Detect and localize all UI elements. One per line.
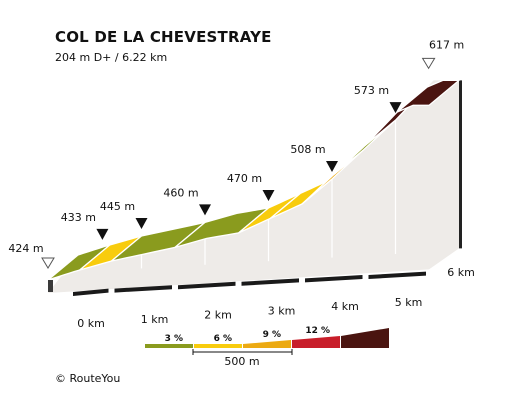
altitude-marker-icon bbox=[135, 217, 148, 229]
base-segment bbox=[73, 288, 109, 296]
altitude-marker-icon bbox=[199, 204, 211, 216]
scale-bar-label: 500 m bbox=[224, 355, 259, 368]
base-segment bbox=[241, 278, 299, 286]
altitude-label: 573 m bbox=[354, 84, 389, 97]
legend-swatch-9pct bbox=[243, 340, 291, 348]
distance-tick-label: 5 km bbox=[395, 296, 423, 309]
legend-label: 12 % bbox=[305, 326, 330, 336]
legend-swatch-3pct bbox=[145, 344, 193, 348]
distance-tick-label: 6 km bbox=[447, 266, 475, 279]
start-marker-icon bbox=[41, 257, 55, 269]
base-segment bbox=[178, 281, 236, 290]
distance-ticks: 0 km 1 km 2 km 3 km 4 km 5 km 6 km bbox=[77, 266, 475, 330]
legend-label: 3 % bbox=[165, 334, 183, 344]
legend-swatch-12pct bbox=[292, 336, 340, 348]
altitude-marker-icon bbox=[96, 228, 109, 240]
profile-top-ribbon bbox=[47, 79, 461, 292]
summit-marker-icon bbox=[421, 57, 436, 70]
distance-tick-label: 3 km bbox=[268, 304, 296, 317]
profile-end-edge bbox=[459, 80, 462, 249]
copyright-credit: © RouteYou bbox=[55, 372, 121, 385]
base-segment bbox=[368, 271, 426, 279]
chart-title: COL DE LA CHEVESTRAYE bbox=[55, 28, 272, 46]
altitude-label: 445 m bbox=[100, 200, 135, 213]
legend-label: 6 % bbox=[214, 334, 232, 344]
altitude-label: 424 m bbox=[8, 242, 43, 255]
base-segment bbox=[114, 285, 172, 293]
chart-subtitle: 204 m D+ / 6.22 km bbox=[55, 51, 168, 64]
profile-start-edge bbox=[48, 280, 53, 292]
base-segment bbox=[305, 275, 363, 283]
distance-tick-label: 2 km bbox=[204, 309, 232, 322]
altitude-label: 433 m bbox=[61, 211, 96, 224]
altitude-marker-icon bbox=[262, 189, 275, 201]
legend-swatch-6pct bbox=[194, 344, 242, 348]
distance-tick-label: 4 km bbox=[331, 300, 359, 313]
legend-swatch-15pct bbox=[341, 328, 389, 348]
profile-base bbox=[73, 271, 426, 296]
distance-tick-label: 1 km bbox=[141, 313, 169, 326]
gradient-segment-summit bbox=[396, 79, 461, 113]
altitude-marker-icon bbox=[326, 160, 338, 172]
altitude-markers: 424 m 433 m 445 m 460 m 470 m 508 m 573 m 617 m bbox=[8, 38, 464, 269]
altitude-label: 460 m bbox=[163, 186, 198, 199]
gradient-legend: 3 % 6 % 9 % 12 % 500 m bbox=[145, 326, 389, 368]
altitude-label: 508 m bbox=[290, 143, 325, 156]
altitude-label: 470 m bbox=[227, 172, 262, 185]
altitude-label: 617 m bbox=[429, 38, 464, 51]
legend-label: 9 % bbox=[263, 330, 281, 340]
altitude-marker-icon bbox=[389, 102, 402, 114]
distance-tick-label: 0 km bbox=[77, 317, 105, 330]
